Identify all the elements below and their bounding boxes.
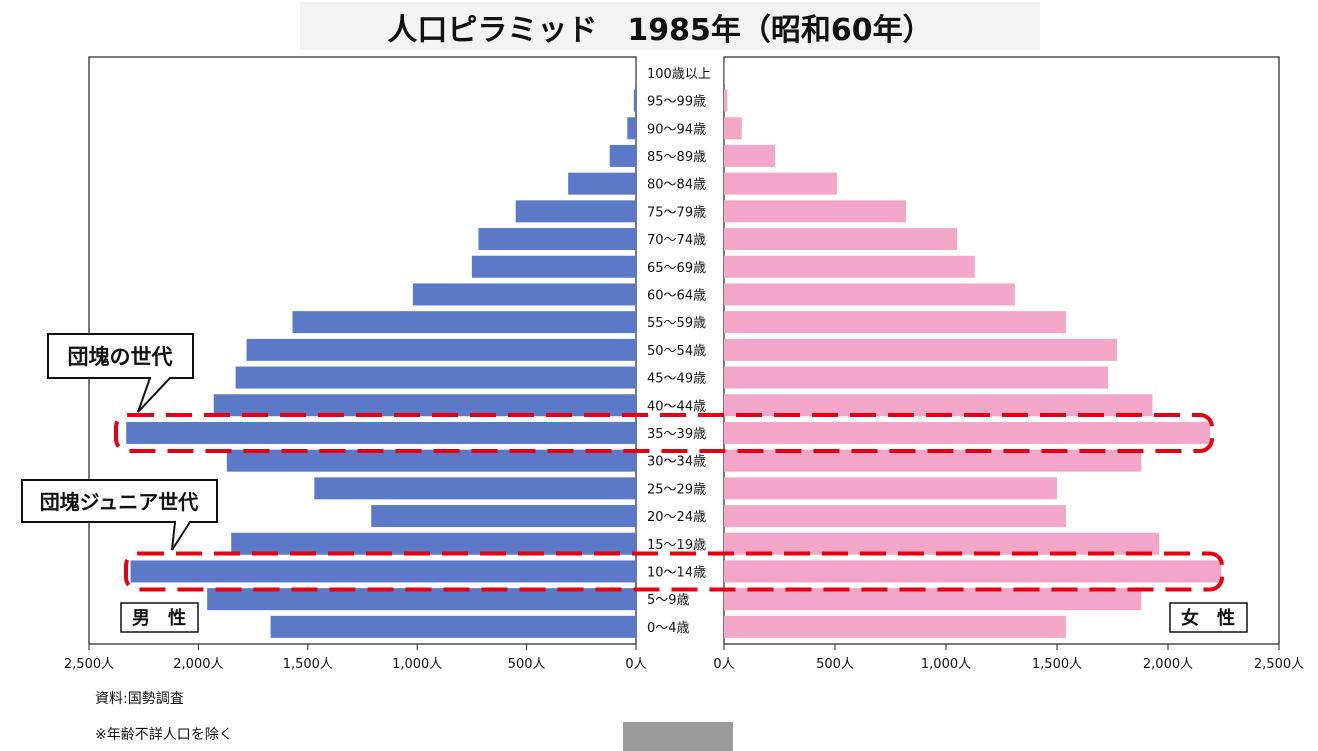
- female-bar: [724, 255, 975, 278]
- male-bar: [627, 117, 636, 140]
- age-labels: 100歳以上 95〜99歳 90〜94歳 85〜89歳 80〜84歳 75〜79歳 70〜7…: [647, 67, 711, 636]
- age-label: 95〜99歳: [647, 95, 706, 110]
- female-legend-label: 女 性: [1181, 607, 1235, 629]
- male-tick-label: 1,000人: [392, 657, 442, 672]
- male-bar: [292, 311, 636, 334]
- female-bar: [724, 89, 728, 112]
- male-tick-label: 500人: [508, 657, 546, 672]
- female-bar: [724, 532, 1160, 555]
- callout-dankai-junior: 団塊ジュニア世代: [21, 479, 218, 551]
- age-label: 15〜19歳: [647, 538, 706, 553]
- male-tick-label: 0人: [625, 657, 646, 672]
- title-background: [300, 2, 1040, 50]
- female-bar: [724, 615, 1066, 638]
- highlight-layer: [114, 412, 1224, 592]
- age-label: 100歳以上: [647, 67, 711, 82]
- age-label: 90〜94歳: [647, 122, 706, 137]
- male-tick-label: 2,000人: [173, 657, 223, 672]
- male-bar: [412, 283, 636, 306]
- male-bar: [226, 449, 636, 472]
- male-bar: [633, 89, 636, 112]
- age-label: 75〜79歳: [647, 205, 706, 220]
- age-label: 35〜39歳: [647, 427, 706, 442]
- age-label: 50〜54歳: [647, 344, 706, 359]
- female-bar: [724, 228, 958, 251]
- age-label: 20〜24歳: [647, 510, 706, 525]
- female-tick-label: 500人: [816, 657, 854, 672]
- callout-dankai-label: 団塊の世代: [68, 345, 173, 369]
- male-bar: [478, 228, 636, 251]
- age-label: 60〜64歳: [647, 288, 706, 303]
- female-legend: 女 性: [1169, 602, 1248, 633]
- gray-block: [623, 722, 733, 751]
- female-tick-label: 0人: [713, 657, 734, 672]
- male-bar: [568, 172, 636, 195]
- male-bar: [314, 477, 636, 500]
- age-label: 65〜69歳: [647, 261, 706, 276]
- female-bar: [724, 172, 838, 195]
- female-bar: [724, 449, 1142, 472]
- male-bar: [270, 615, 636, 638]
- source-note: 資料:国勢調査: [95, 691, 184, 707]
- male-tick-label: 2,500人: [64, 657, 114, 672]
- female-bar: [724, 283, 1015, 306]
- age-label: 30〜34歳: [647, 455, 706, 470]
- female-bar: [724, 394, 1153, 417]
- age-label: 55〜59歳: [647, 316, 706, 331]
- chart-title: 人口ピラミッド 1985年（昭和60年）: [387, 13, 932, 48]
- female-tick-label: 1,000人: [921, 657, 971, 672]
- female-bar: [724, 560, 1222, 583]
- male-bar: [126, 421, 637, 444]
- male-legend: 男 性: [120, 602, 199, 633]
- male-bar: [371, 505, 636, 528]
- male-bar: [231, 532, 636, 555]
- female-bar: [724, 311, 1066, 334]
- male-tick-label: 1,500人: [283, 657, 333, 672]
- female-bar: [724, 477, 1057, 500]
- female-tick-label: 2,500人: [1254, 657, 1304, 672]
- highlight-dankai-junior: [124, 551, 1224, 592]
- female-bar: [724, 588, 1142, 611]
- male-bar: [515, 200, 636, 223]
- male-legend-label: 男 性: [132, 607, 186, 629]
- callout-dankai-junior-label: 団塊ジュニア世代: [40, 490, 199, 514]
- age-label: 0〜4歳: [647, 621, 690, 636]
- age-label: 25〜29歳: [647, 482, 706, 497]
- male-bar: [130, 560, 636, 583]
- male-bar: [609, 144, 636, 167]
- x-axis-ticks: 0人 0人 500人 500人 1,000人 1,000人 1,500人 1,500人 2,00…: [64, 644, 1304, 672]
- age-label: 40〜44歳: [647, 399, 706, 414]
- male-bar: [471, 255, 636, 278]
- bars-layer: [126, 61, 1222, 638]
- age-label: 85〜89歳: [647, 150, 706, 165]
- female-bar: [724, 366, 1109, 389]
- female-bar: [724, 505, 1066, 528]
- female-bar: [724, 200, 907, 223]
- age-label: 5〜9歳: [647, 593, 690, 608]
- female-bar: [724, 421, 1211, 444]
- male-bar: [213, 394, 636, 417]
- age-label: 45〜49歳: [647, 372, 706, 387]
- callout-dankai: 団塊の世代: [47, 333, 194, 413]
- female-bar: [724, 117, 742, 140]
- female-bar: [724, 338, 1117, 361]
- female-tick-label: 1,500人: [1032, 657, 1082, 672]
- age-label: 80〜84歳: [647, 178, 706, 193]
- male-bar: [235, 366, 636, 389]
- highlight-dankai: [114, 412, 1214, 453]
- male-bar: [207, 588, 637, 611]
- age-label: 70〜74歳: [647, 233, 706, 248]
- exclusion-note: ※年齢不詳人口を除く: [95, 727, 233, 743]
- female-bar: [724, 144, 776, 167]
- male-bar: [246, 338, 636, 361]
- female-tick-label: 2,000人: [1143, 657, 1193, 672]
- age-label: 10〜14歳: [647, 565, 706, 580]
